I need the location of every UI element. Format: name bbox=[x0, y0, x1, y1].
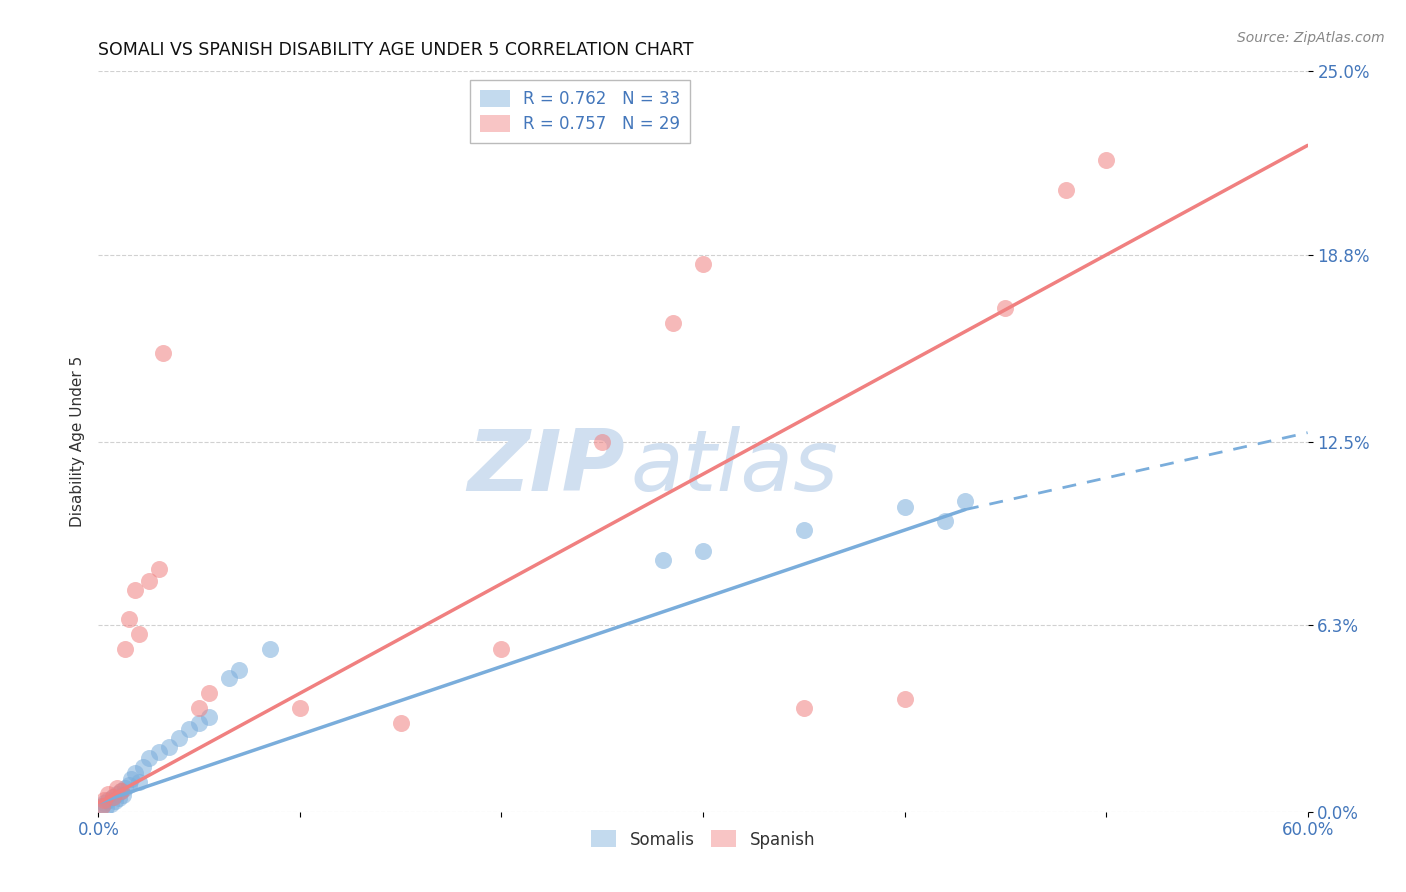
Point bbox=[692, 544, 714, 558]
Point bbox=[152, 345, 174, 359]
Point bbox=[953, 493, 976, 508]
Point bbox=[591, 434, 613, 449]
Point bbox=[120, 772, 142, 786]
Point bbox=[93, 796, 115, 810]
Text: ZIP: ZIP bbox=[467, 426, 624, 509]
Point bbox=[188, 715, 211, 730]
Point bbox=[100, 797, 122, 812]
Point bbox=[110, 784, 132, 798]
Point bbox=[994, 301, 1017, 316]
Point bbox=[228, 663, 250, 677]
Point bbox=[101, 789, 124, 804]
Point bbox=[97, 793, 120, 807]
Point bbox=[893, 692, 915, 706]
Point bbox=[198, 710, 221, 724]
Point bbox=[132, 760, 155, 774]
Point bbox=[124, 582, 146, 597]
Point bbox=[107, 791, 129, 805]
Point bbox=[148, 746, 170, 760]
Point bbox=[934, 515, 956, 529]
Point bbox=[105, 787, 128, 801]
Text: atlas: atlas bbox=[630, 426, 838, 509]
Point bbox=[179, 722, 201, 736]
Point bbox=[138, 574, 160, 588]
Point bbox=[148, 562, 170, 576]
Point bbox=[128, 775, 150, 789]
Point bbox=[157, 739, 180, 754]
Point bbox=[118, 612, 141, 626]
Point bbox=[1095, 153, 1118, 168]
Point bbox=[101, 789, 124, 804]
Point bbox=[124, 766, 146, 780]
Point bbox=[893, 500, 915, 514]
Point bbox=[188, 701, 211, 715]
Point bbox=[96, 800, 118, 814]
Point bbox=[218, 672, 240, 686]
Point bbox=[138, 751, 160, 765]
Point bbox=[93, 793, 115, 807]
Point bbox=[105, 780, 128, 795]
Point bbox=[491, 641, 513, 656]
Point bbox=[793, 701, 815, 715]
Point bbox=[793, 524, 815, 538]
Point bbox=[91, 798, 114, 813]
Point bbox=[1054, 183, 1077, 197]
Text: SOMALI VS SPANISH DISABILITY AGE UNDER 5 CORRELATION CHART: SOMALI VS SPANISH DISABILITY AGE UNDER 5… bbox=[98, 41, 695, 59]
Point bbox=[651, 553, 673, 567]
Point bbox=[167, 731, 190, 745]
Point bbox=[661, 316, 683, 330]
Point bbox=[128, 627, 150, 641]
Text: Source: ZipAtlas.com: Source: ZipAtlas.com bbox=[1237, 31, 1385, 45]
Point bbox=[111, 789, 134, 803]
Point bbox=[110, 784, 132, 798]
Point bbox=[259, 641, 281, 656]
Point bbox=[288, 701, 311, 715]
Point bbox=[118, 778, 141, 792]
Point bbox=[103, 794, 125, 808]
Point bbox=[389, 715, 412, 730]
Point bbox=[114, 780, 136, 795]
Point bbox=[198, 686, 221, 700]
Point bbox=[97, 787, 120, 801]
Y-axis label: Disability Age Under 5: Disability Age Under 5 bbox=[69, 356, 84, 527]
Point bbox=[114, 641, 136, 656]
Point bbox=[692, 257, 714, 271]
Point bbox=[91, 798, 114, 813]
Legend: Somalis, Spanish: Somalis, Spanish bbox=[585, 823, 821, 855]
